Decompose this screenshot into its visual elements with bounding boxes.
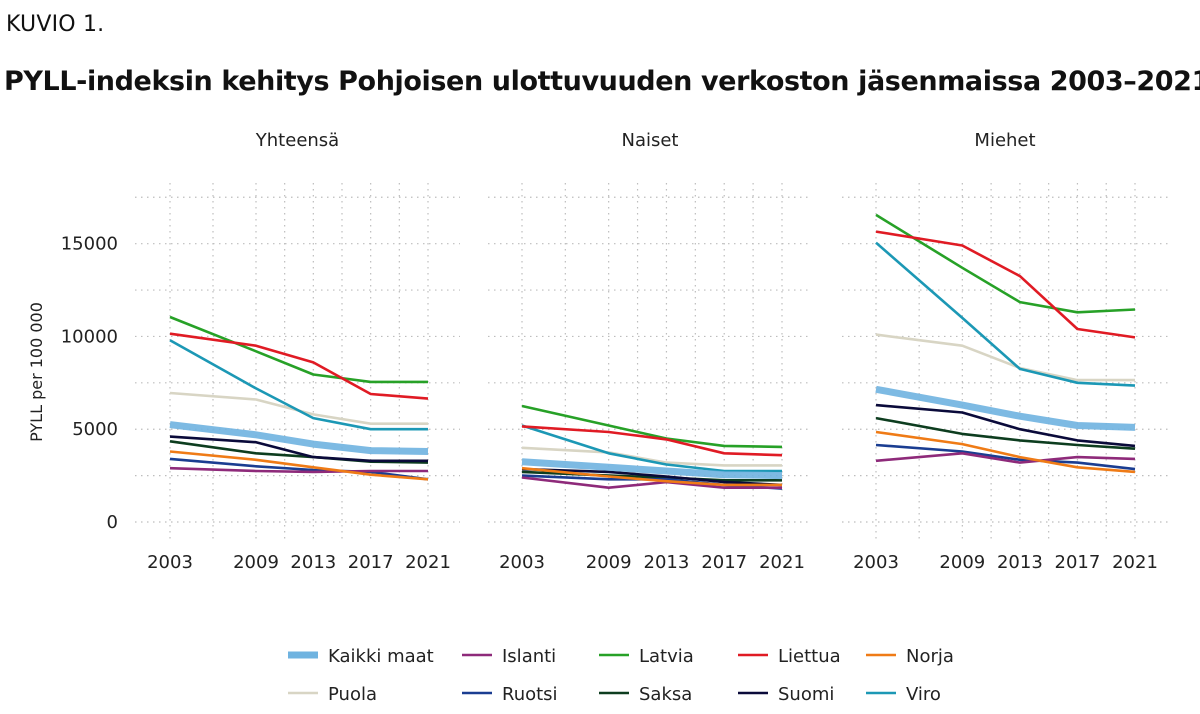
series-line: [169, 421, 429, 455]
series-viro-miehet: [875, 241, 1136, 387]
legend-item-puola: Puola: [288, 684, 377, 705]
series-islanti-miehet: [875, 451, 1136, 464]
series-latvia-yhteensa: [169, 315, 429, 384]
series-line: [169, 339, 428, 431]
y-tick-label: 10000: [61, 326, 118, 347]
series-norja-yhteensa: [169, 450, 429, 481]
legend-label: Latvia: [639, 646, 694, 667]
x-tick-label: 2009: [586, 552, 632, 573]
legend-label: Ruotsi: [502, 684, 558, 705]
y-tick-label: 5000: [72, 419, 118, 440]
x-tick-label: 2017: [348, 552, 394, 573]
series-norja-miehet: [875, 430, 1136, 474]
legend-label: Liettua: [778, 646, 841, 667]
axis-layer: 0 5000 10000 15000 PYLL per 100 000 Yhteensä 2…: [27, 130, 1158, 573]
series-liettua-miehet: [875, 230, 1136, 339]
series-saksa-miehet: [875, 416, 1136, 450]
series-line: [521, 404, 783, 449]
x-tick-label: 2021: [759, 552, 805, 573]
series-suomi-miehet: [875, 403, 1136, 448]
series-line: [169, 391, 428, 426]
legend-item-saksa: Saksa: [599, 684, 692, 705]
series-liettua-yhteensa: [169, 332, 429, 400]
x-tick-label: 2021: [1112, 552, 1158, 573]
series-line: [521, 458, 783, 480]
panel-title-naiset: Naiset: [621, 130, 678, 151]
series-line: [169, 332, 429, 400]
chart-title: PYLL-indeksin kehitys Pohjoisen ulottuvu…: [4, 66, 1200, 97]
series-kaikki-maat-naiset: [521, 458, 783, 480]
series-liettua-naiset: [521, 425, 783, 457]
legend-item-suomi: Suomi: [738, 684, 834, 705]
grid-layer: [135, 183, 1168, 540]
series-line: [521, 425, 783, 457]
series-ruotsi-miehet: [875, 443, 1136, 471]
legend-item-ruotsi: Ruotsi: [462, 684, 558, 705]
series-line: [169, 457, 429, 481]
series-line: [169, 466, 428, 474]
y-tick-label: 15000: [61, 234, 118, 255]
series-suomi-yhteensa: [169, 435, 429, 463]
x-tick-label: 2003: [499, 552, 545, 573]
legend-item-islanti: Islanti: [462, 646, 556, 667]
legend-label: Puola: [328, 684, 377, 705]
series-kaikki-maat-miehet: [875, 385, 1136, 431]
series-line: [875, 416, 1136, 450]
x-tick-label: 2003: [147, 552, 193, 573]
legend-label: Islanti: [502, 646, 556, 667]
panel-title-yhteensa: Yhteensä: [255, 130, 339, 151]
series-line: [521, 467, 783, 487]
x-tick-label: 2017: [701, 552, 747, 573]
series-line: [875, 230, 1136, 339]
series-line: [875, 443, 1136, 471]
x-tick-label: 2013: [644, 552, 690, 573]
series-line: [521, 424, 782, 473]
x-tick-label: 2013: [997, 552, 1043, 573]
series-viro-yhteensa: [169, 339, 429, 431]
legend-item-kaikki-maat: Kaikki maat: [288, 646, 434, 667]
legend-item-viro: Viro: [866, 684, 941, 705]
legend: Kaikki maat Islanti Latvia Liettua Norja Puol…: [288, 646, 954, 705]
series-latvia-naiset: [521, 404, 783, 449]
legend-label: Saksa: [639, 684, 692, 705]
x-tick-label: 2017: [1055, 552, 1101, 573]
legend-label: Suomi: [778, 684, 834, 705]
series-line: [169, 450, 429, 481]
series-line: [875, 241, 1136, 387]
series-islanti-yhteensa: [169, 466, 429, 474]
series-line: [521, 446, 782, 467]
legend-label: Kaikki maat: [328, 646, 434, 667]
x-tick-label: 2003: [853, 552, 899, 573]
series-line: [875, 451, 1136, 464]
x-tick-label: 2013: [290, 552, 336, 573]
series-line: [875, 430, 1136, 474]
legend-label: Norja: [906, 646, 954, 667]
series-line: [875, 403, 1136, 448]
series-line: [169, 315, 428, 384]
y-tick-label: 0: [107, 512, 118, 533]
series-puola-yhteensa: [169, 391, 429, 426]
series-line: [169, 435, 428, 463]
panel-title-miehet: Miehet: [974, 130, 1035, 151]
series-kaikki-maat-yhteensa: [169, 421, 429, 455]
series-line: [521, 466, 782, 487]
series-latvia-miehet: [875, 213, 1136, 314]
x-tick-label: 2009: [233, 552, 279, 573]
x-tick-label: 2009: [939, 552, 985, 573]
figure-label: KUVIO 1.: [6, 12, 105, 37]
legend-item-liettua: Liettua: [738, 646, 841, 667]
legend-item-norja: Norja: [866, 646, 954, 667]
series-layer: [169, 213, 1136, 490]
y-axis-label: PYLL per 100 000: [27, 302, 46, 442]
series-viro-naiset: [521, 424, 783, 473]
series-line: [875, 213, 1136, 314]
legend-label: Viro: [906, 684, 941, 705]
series-line: [875, 385, 1136, 431]
x-tick-label: 2021: [405, 552, 451, 573]
legend-item-latvia: Latvia: [599, 646, 694, 667]
series-norja-naiset: [521, 466, 783, 487]
